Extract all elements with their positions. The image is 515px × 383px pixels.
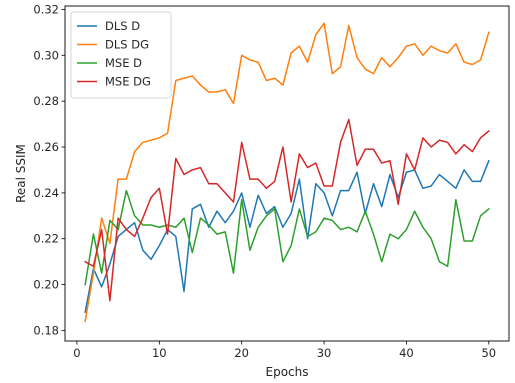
series-line-2 [84, 22, 490, 323]
legend-entry-label: DLS DG [105, 38, 149, 52]
series-line-4 [84, 118, 490, 302]
plot-frame [64, 5, 510, 342]
series-lines [84, 22, 490, 323]
x-tick-label: 0 [73, 346, 80, 360]
legend-entry-label: MSE DG [105, 75, 151, 89]
y-tick-label: 0.22 [33, 232, 59, 246]
x-axis-label: Epochs [266, 365, 309, 379]
x-tick-label: 30 [317, 346, 332, 360]
legend: DLS D DLS DG MSE D MSE DG [70, 11, 172, 99]
x-axis-ticks: 0 10 20 30 40 50 [73, 341, 496, 360]
series-line-1 [84, 159, 490, 313]
legend-entry-label: DLS D [105, 19, 140, 33]
x-tick-label: 50 [481, 346, 496, 360]
y-tick-label: 0.24 [33, 186, 59, 200]
x-tick-label: 10 [152, 346, 167, 360]
legend-entry-label: MSE D [105, 56, 142, 70]
legend-box [70, 11, 172, 99]
y-tick-label: 0.20 [33, 278, 59, 292]
y-tick-label: 0.26 [33, 140, 59, 154]
y-axis-ticks: 0.18 0.20 0.22 0.24 0.26 0.28 0.30 0.32 [33, 2, 65, 337]
series-line-3 [84, 189, 490, 286]
y-tick-label: 0.28 [33, 94, 59, 108]
y-tick-label: 0.18 [33, 323, 59, 337]
y-axis-label: Real SSIM [14, 144, 28, 203]
y-tick-label: 0.32 [33, 2, 59, 16]
x-tick-label: 20 [234, 346, 249, 360]
x-tick-label: 40 [399, 346, 414, 360]
y-tick-label: 0.30 [33, 48, 59, 62]
